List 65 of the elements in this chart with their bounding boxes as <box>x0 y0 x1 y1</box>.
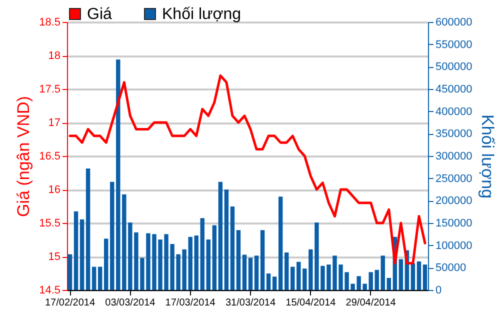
bar <box>86 168 90 290</box>
bar <box>218 182 223 290</box>
y2-axis-title: Khối lượng <box>478 114 498 198</box>
y2-tick-label: 150000 <box>436 218 472 230</box>
bar <box>248 258 253 290</box>
bar <box>398 259 404 290</box>
x-tick-label: 31/03/2014 <box>225 298 276 308</box>
y-tick-label: 16 <box>48 184 60 196</box>
bar <box>212 225 217 290</box>
bar <box>290 266 295 290</box>
y-tick-label: 14.5 <box>39 284 60 296</box>
bar <box>278 196 283 290</box>
bar <box>272 276 277 290</box>
legend-label: Khối lượng <box>162 6 242 23</box>
bar <box>74 211 78 290</box>
x-tick-label: 15/04/2014 <box>286 298 336 308</box>
x-tick-label: 17/02/2014 <box>44 298 96 308</box>
bar <box>284 252 289 290</box>
y2-tick-label: 200000 <box>436 195 472 208</box>
bar <box>92 266 96 290</box>
y2-tick-label: 550000 <box>436 38 472 51</box>
y-tick-label: 18 <box>48 50 60 62</box>
y2-tick-label: 450000 <box>436 84 472 96</box>
bar <box>80 219 84 290</box>
y2-tick-label: 500000 <box>436 61 472 74</box>
bar <box>260 230 265 290</box>
bar <box>68 254 72 290</box>
y2-tick-label: 300000 <box>436 150 472 162</box>
bar <box>374 270 379 290</box>
bar <box>110 182 114 290</box>
bar <box>254 256 259 290</box>
bar <box>200 218 204 290</box>
y-tick-label: 17.5 <box>39 84 60 96</box>
bar <box>116 60 120 290</box>
bar <box>236 230 241 290</box>
y2-tick-label: 0 <box>436 284 442 296</box>
bar <box>230 206 235 290</box>
y-tick-label: 15.5 <box>39 218 60 230</box>
y-tick-label: 15 <box>48 251 60 263</box>
bar <box>266 273 271 290</box>
y-tick-label: 16.5 <box>39 150 60 162</box>
bar <box>380 256 385 290</box>
y-axis-title: Giá (ngân VND) <box>14 96 34 217</box>
y2-tick-label: 400000 <box>436 106 472 118</box>
bar <box>104 238 108 290</box>
bar <box>386 278 391 290</box>
y2-tick-label: 600000 <box>436 16 472 28</box>
y2-tick-label: 50000 <box>436 262 466 274</box>
x-tick-label: 17/03/2014 <box>165 298 216 308</box>
x-tick-label: 29/04/2014 <box>346 298 396 308</box>
y-tick-label: 17 <box>48 117 60 129</box>
x-tick-label: 03/03/2014 <box>105 298 156 308</box>
bar <box>194 236 198 290</box>
bar <box>410 263 416 290</box>
bar <box>416 261 422 290</box>
bar <box>206 240 210 290</box>
bar <box>98 266 102 290</box>
bar <box>224 190 229 290</box>
y2-tick-label: 350000 <box>436 128 472 140</box>
legend-label: Giá <box>87 6 112 23</box>
y2-tick-label: 250000 <box>436 172 472 185</box>
bar <box>242 254 247 290</box>
bar <box>296 262 301 290</box>
y-tick-label: 18.5 <box>39 16 60 28</box>
y2-tick-label: 100000 <box>436 240 472 252</box>
